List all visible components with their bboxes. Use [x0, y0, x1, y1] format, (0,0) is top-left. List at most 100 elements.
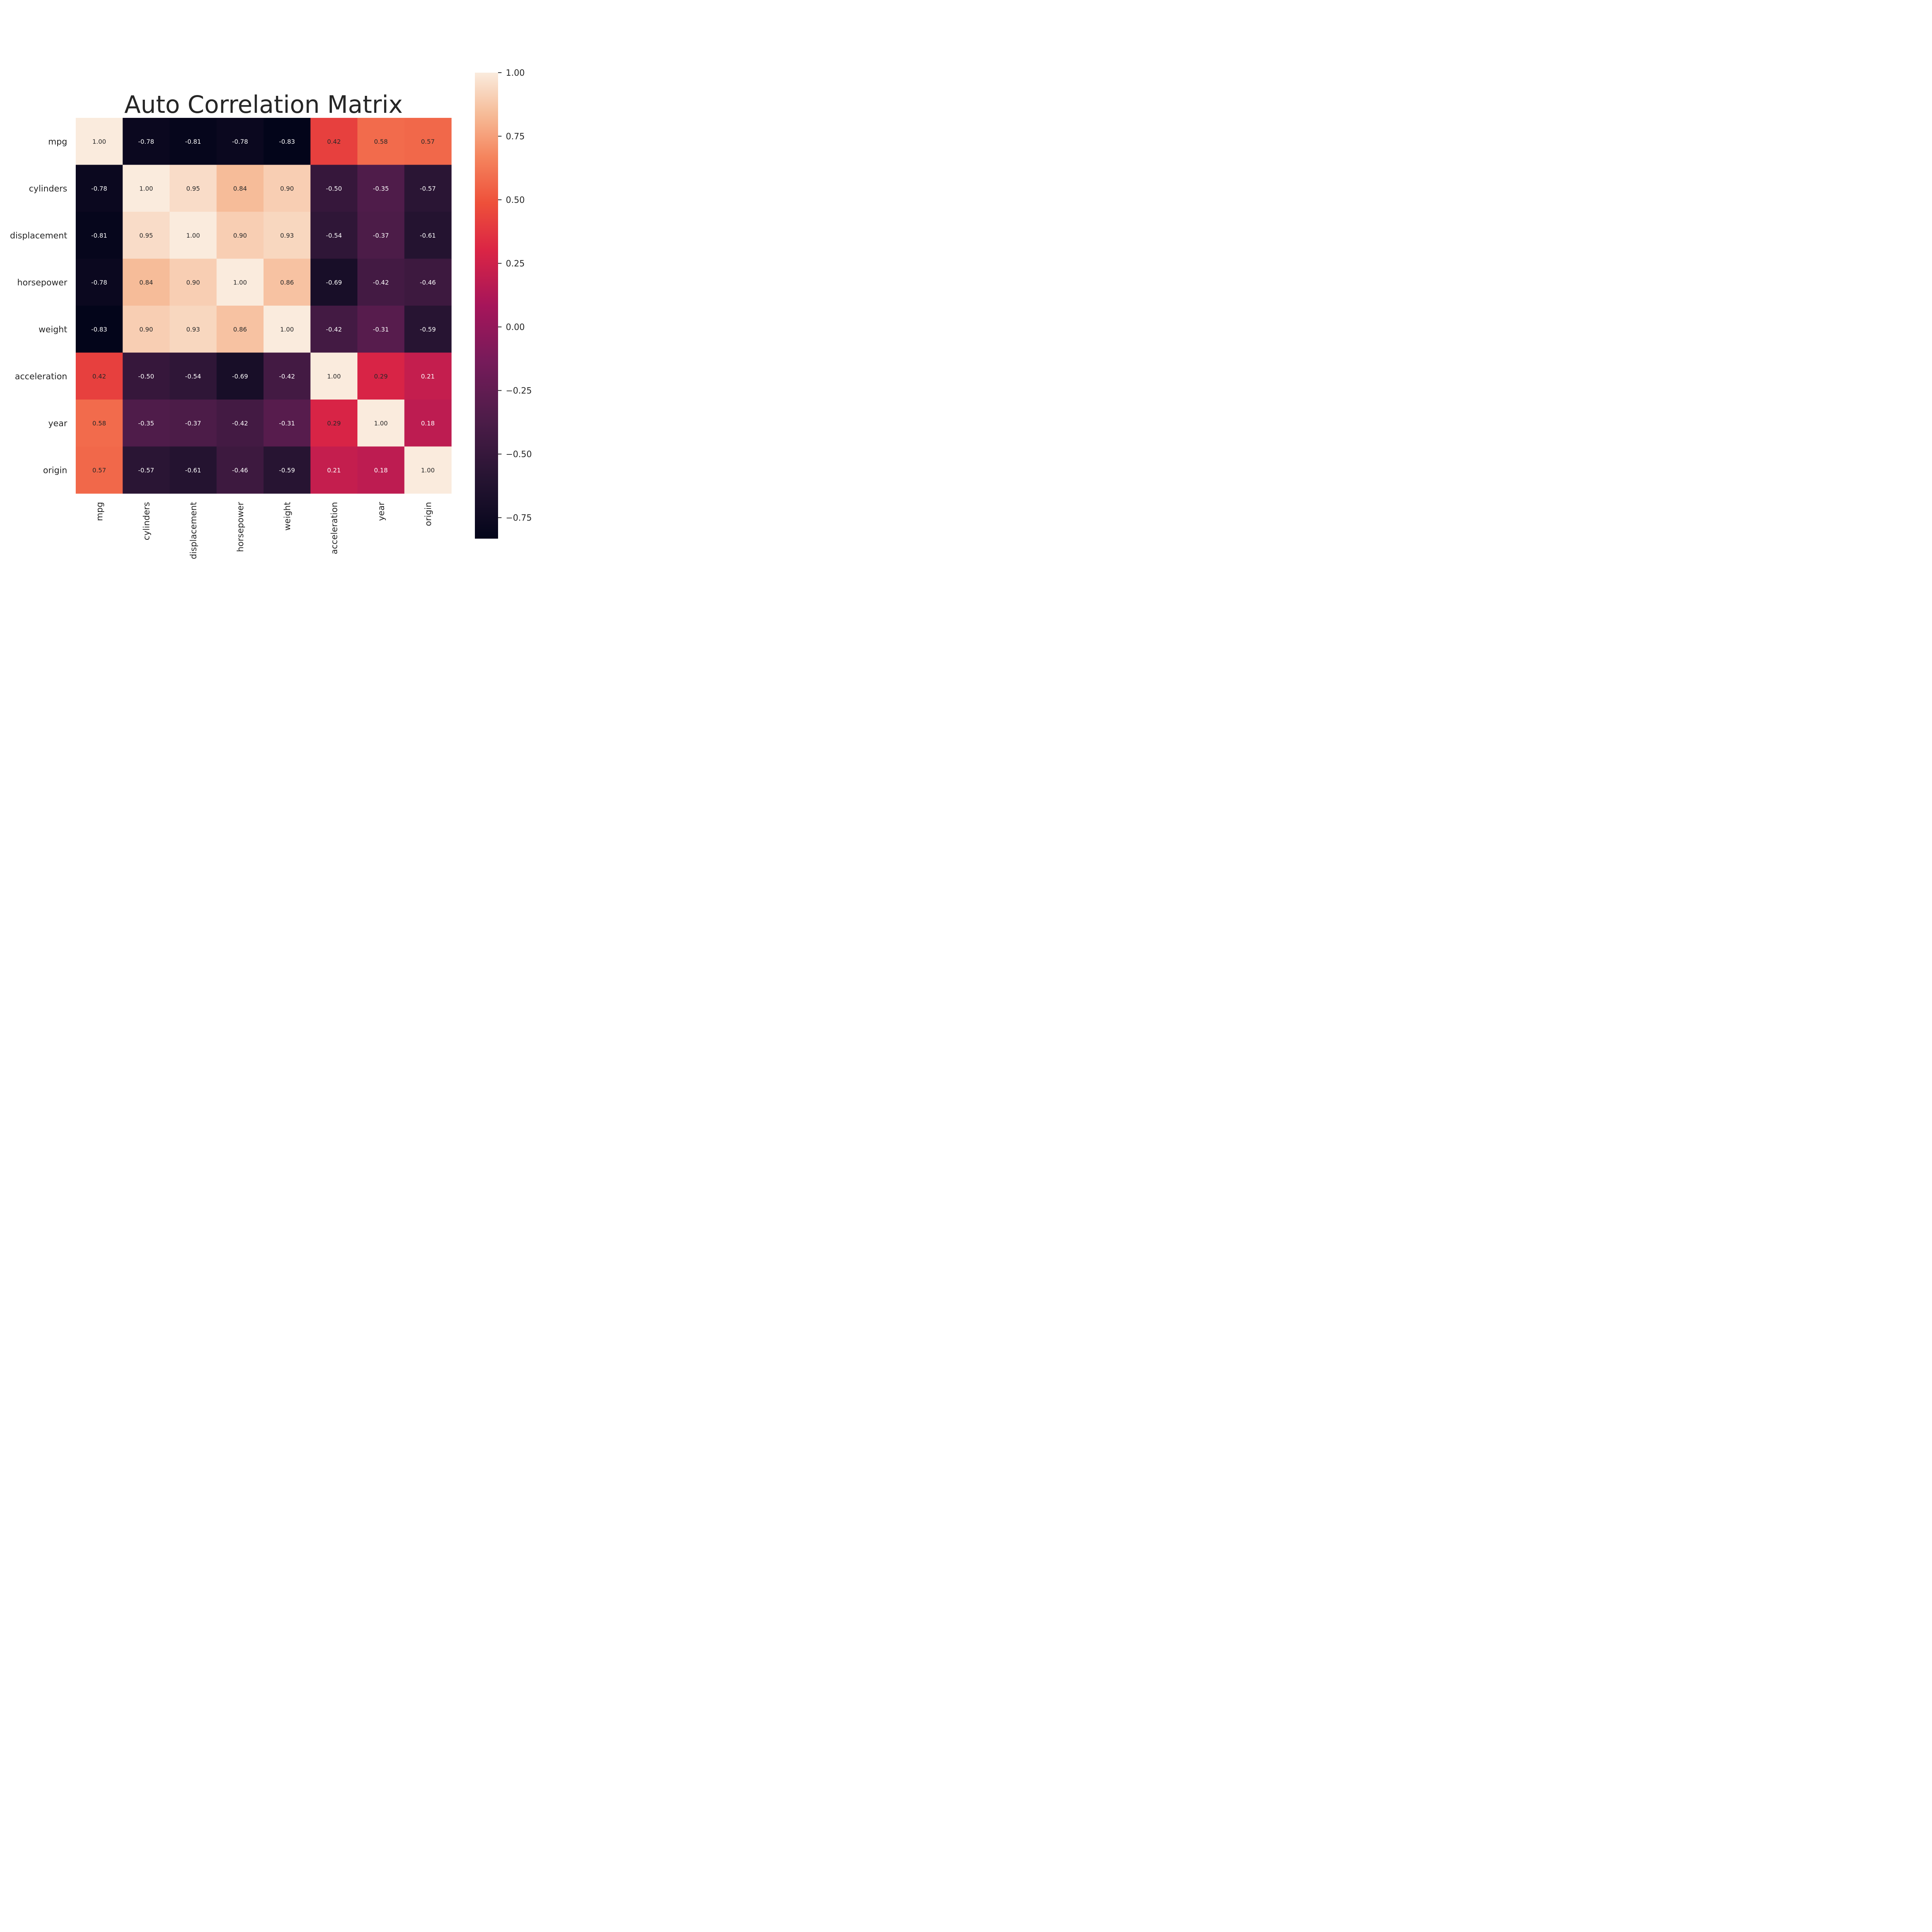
cell-value-label: -0.69	[326, 279, 342, 286]
heatmap-cell-year-displacement	[170, 400, 217, 447]
heatmap-cell-origin-displacement	[170, 446, 217, 494]
cell-value-label: 0.93	[186, 326, 200, 333]
heatmap-cell-origin-origin	[404, 446, 452, 494]
cell-value-label: -0.54	[326, 232, 342, 239]
heatmap-cell-horsepower-mpg	[76, 259, 123, 306]
heatmap-cells	[76, 118, 452, 494]
cell-value-label: 1.00	[374, 420, 388, 427]
cell-value-label: -0.50	[138, 372, 154, 380]
heatmap-cell-acceleration-horsepower	[216, 352, 264, 400]
heatmap-cell-mpg-displacement	[170, 118, 217, 165]
cell-value-label: -0.61	[420, 232, 436, 239]
heatmap-cell-horsepower-weight	[264, 259, 311, 306]
cell-value-label: -0.37	[373, 232, 389, 239]
cell-value-label: -0.57	[138, 466, 154, 474]
cell-value-label: -0.78	[232, 138, 248, 145]
heatmap-cell-weight-mpg	[76, 306, 123, 353]
heatmap-cell-acceleration-year	[357, 352, 405, 400]
heatmap-cell-weight-displacement	[170, 306, 217, 353]
cell-value-label: -0.42	[326, 326, 342, 333]
heatmap-cell-acceleration-displacement	[170, 352, 217, 400]
heatmap-cell-year-mpg	[76, 400, 123, 447]
cell-value-label: 0.93	[280, 232, 294, 239]
y-tick-label-year: year	[48, 419, 68, 429]
heatmap-cell-mpg-origin	[404, 118, 452, 165]
cell-value-label: -0.59	[420, 326, 436, 333]
x-tick-label-year: year	[377, 502, 386, 521]
cell-value-label: 0.84	[139, 279, 153, 286]
cell-value-label: 0.29	[374, 372, 388, 380]
y-tick-label-weight: weight	[39, 325, 68, 335]
y-tick-label-acceleration: acceleration	[15, 372, 67, 381]
cell-value-label: -0.59	[279, 466, 295, 474]
cell-value-label: 0.90	[233, 232, 247, 239]
heatmap-cell-horsepower-cylinders	[122, 259, 170, 306]
cell-value-label: -0.78	[138, 138, 154, 145]
cell-value-label: 0.86	[280, 279, 294, 286]
cell-value-label: -0.42	[232, 420, 248, 427]
cell-value-label: 0.95	[139, 232, 153, 239]
y-tick-label-displacement: displacement	[10, 231, 68, 241]
x-tick-label-displacement: displacement	[189, 502, 199, 560]
heatmap-cell-displacement-acceleration	[310, 212, 358, 259]
colorbar-tick-label: −0.25	[506, 386, 532, 396]
cell-value-label: 1.00	[233, 279, 247, 286]
heatmap-cell-horsepower-displacement	[170, 259, 217, 306]
cell-value-label: -0.42	[373, 279, 389, 286]
colorbar-tick-label: 0.50	[506, 196, 525, 205]
cell-value-label: 0.21	[327, 466, 341, 474]
colorbar-tick-label: 0.00	[506, 323, 525, 332]
heatmap-cell-weight-weight	[264, 306, 311, 353]
cell-value-label: -0.42	[279, 372, 295, 380]
colorbar: 1.00 0.75 0.50 0.25 0.00 −0.25 −0.50 −0.75	[475, 68, 532, 539]
heatmap-cell-acceleration-acceleration	[310, 352, 358, 400]
heatmap-cell-origin-cylinders	[122, 446, 170, 494]
heatmap-cell-horsepower-year	[357, 259, 405, 306]
heatmap-cell-horsepower-origin	[404, 259, 452, 306]
colorbar-tick-label: 0.25	[506, 259, 525, 269]
cell-value-label: 0.21	[421, 372, 435, 380]
cell-value-label: -0.50	[326, 185, 342, 192]
heatmap-cell-weight-acceleration	[310, 306, 358, 353]
x-tick-label-horsepower: horsepower	[236, 502, 245, 552]
cell-value-label: -0.78	[91, 185, 107, 192]
heatmap-cell-cylinders-displacement	[170, 165, 217, 212]
cell-value-label: -0.83	[91, 326, 107, 333]
heatmap-cell-cylinders-year	[357, 165, 405, 212]
correlation-heatmap-chart: Auto Correlation Matrix 1.00 -0.78 -0.81 -0…	[10, 68, 532, 560]
y-axis-tick-labels: mpg cylinders displacement horsepower weight…	[10, 137, 68, 476]
heatmap-cell-acceleration-cylinders	[122, 352, 170, 400]
heatmap-cell-weight-cylinders	[122, 306, 170, 353]
cell-value-label: 0.18	[374, 466, 388, 474]
x-tick-label-mpg: mpg	[95, 502, 105, 521]
heatmap-cell-mpg-cylinders	[122, 118, 170, 165]
chart-title: Auto Correlation Matrix	[124, 90, 403, 119]
heatmap-cell-year-horsepower	[216, 400, 264, 447]
heatmap-cell-displacement-weight	[264, 212, 311, 259]
x-tick-label-weight: weight	[283, 502, 293, 531]
heatmap-cell-cylinders-origin	[404, 165, 452, 212]
heatmap-cell-horsepower-horsepower	[216, 259, 264, 306]
heatmap-cell-displacement-year	[357, 212, 405, 259]
heatmap-cell-year-year	[357, 400, 405, 447]
cell-value-label: 1.00	[139, 185, 153, 192]
heatmap-cell-mpg-year	[357, 118, 405, 165]
cell-value-label: -0.46	[420, 279, 436, 286]
heatmap-cell-cylinders-horsepower	[216, 165, 264, 212]
heatmap-cell-origin-mpg	[76, 446, 123, 494]
cell-value-label: 0.58	[92, 420, 106, 427]
cell-value-label: 0.95	[186, 185, 200, 192]
colorbar-tick-label: −0.75	[506, 514, 532, 523]
heatmap-cell-mpg-acceleration	[310, 118, 358, 165]
cell-value-label: -0.57	[420, 185, 436, 192]
cell-value-label: 0.42	[92, 372, 106, 380]
heatmap-cell-year-acceleration	[310, 400, 358, 447]
heatmap-cell-origin-acceleration	[310, 446, 358, 494]
cell-value-label: -0.46	[232, 466, 248, 474]
cell-value-label: 0.90	[280, 185, 294, 192]
colorbar-tick-label: 0.75	[506, 132, 525, 142]
cell-value-label: -0.69	[232, 372, 248, 380]
y-tick-label-cylinders: cylinders	[29, 184, 67, 194]
cell-value-label: -0.78	[91, 279, 107, 286]
cell-value-label: 0.18	[421, 420, 435, 427]
